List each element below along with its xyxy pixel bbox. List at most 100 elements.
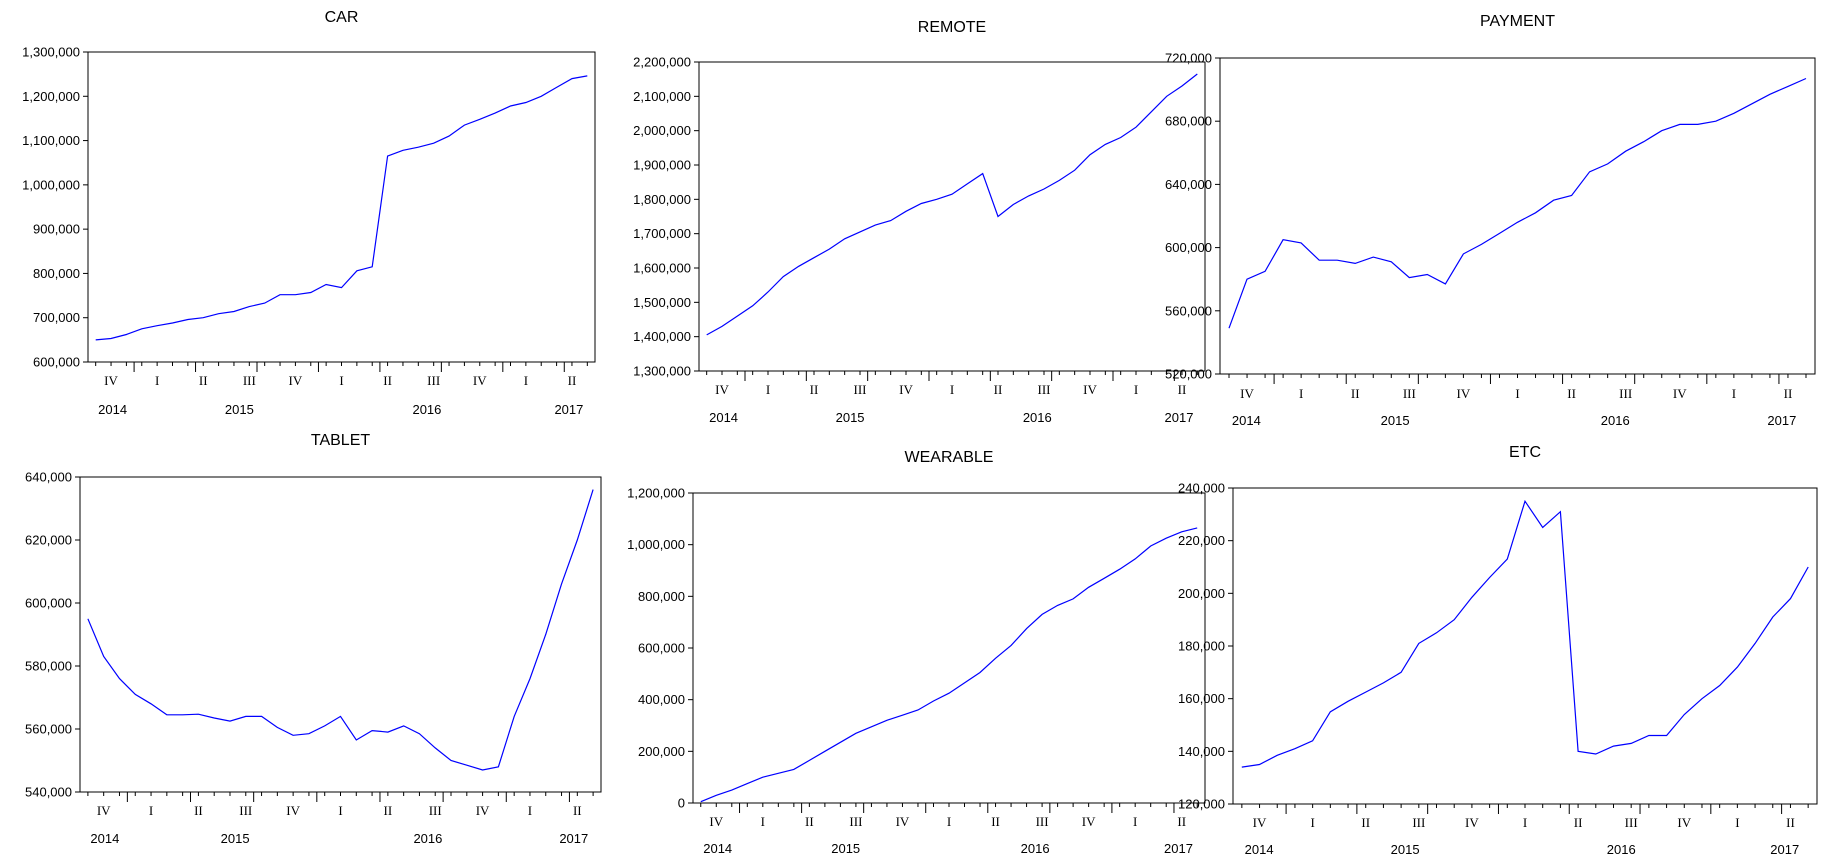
x-quarter-label: III [854,382,867,397]
chart-title: PAYMENT [1480,13,1555,30]
x-year-label: 2017 [1164,841,1193,856]
x-quarter-label: I [524,373,528,388]
x-quarter-label: III [1625,815,1638,830]
x-quarter-label: IV [1457,386,1471,401]
y-tick-label: 120,000 [1178,797,1225,812]
x-quarter-label: IV [289,373,303,388]
x-quarter-label: II [1351,386,1360,401]
y-tick-label: 2,000,000 [633,123,691,138]
x-year-label: 2015 [225,402,254,417]
y-tick-label: 200,000 [1178,586,1225,601]
plot-frame [79,476,602,793]
x-year-label: 2015 [831,841,860,856]
x-year-label: 2016 [1601,413,1630,428]
x-quarter-label: II [1786,815,1795,830]
chart-panel-etc: ETC 120,000 140,000 160,000 180,000 200,000 22… [1178,444,1818,857]
x-quarter-label: III [427,373,440,388]
series-line [1241,499,1809,768]
x-quarter-label: IV [1253,815,1267,830]
x-quarter-label: I [1134,382,1138,397]
y-tick-label: 1,000,000 [22,177,80,192]
x-quarter-label: IV [286,803,300,818]
x-year-label: 2016 [1607,842,1636,857]
y-tick-label: 680,000 [1165,114,1212,129]
y-tick-label: 800,000 [638,589,685,604]
x-quarter-label: II [568,373,577,388]
chart-panel-payment: PAYMENT 520,000 560,000 600,000 640,000 680,0… [1165,13,1816,428]
x-quarter-label: I [947,814,951,829]
y-tick-label: 640,000 [1165,177,1212,192]
x-quarter-label: I [155,373,159,388]
x-quarter-label: IV [709,814,723,829]
x-quarter-label: IV [715,382,729,397]
x-year-label: 2016 [413,831,442,846]
y-tick-label: 1,000,000 [627,537,685,552]
x-quarter-label: II [1361,815,1370,830]
x-quarter-label: III [429,803,442,818]
y-tick-label: 400,000 [638,692,685,707]
chart-title: TABLET [311,432,371,449]
y-tick-label: 1,200,000 [627,486,685,501]
plot-frame [1219,57,1816,375]
series-line [95,75,588,341]
chart-title: REMOTE [918,19,986,36]
x-quarter-label: I [528,803,532,818]
x-quarter-label: I [766,382,770,397]
y-tick-label: 2,200,000 [633,55,691,70]
plot-frame [87,51,596,363]
y-tick-label: 900,000 [33,222,80,237]
x-quarter-label: II [805,814,814,829]
series-line [1228,77,1807,329]
plot-frame [1232,487,1818,805]
chart-panel-wearable: WEARABLE 0 200,000 400,000 600,000 800,000 1,0… [627,449,1206,856]
x-quarter-label: IV [104,373,118,388]
y-tick-label: 600,000 [638,641,685,656]
x-year-label: 2016 [1023,410,1052,425]
x-quarter-label: II [384,803,393,818]
chart-panel-remote: REMOTE 1,300,000 1,400,000 1,500,000 1,600,0… [633,19,1206,425]
y-tick-label: 140,000 [1178,744,1225,759]
x-quarter-label: I [761,814,765,829]
chart-title: ETC [1509,444,1541,461]
y-tick-label: 160,000 [1178,691,1225,706]
x-quarter-label: IV [1082,814,1096,829]
x-quarter-label: II [810,382,819,397]
x-quarter-label: II [383,373,392,388]
x-year-label: 2015 [1391,842,1420,857]
x-quarter-label: IV [473,373,487,388]
x-quarter-label: IV [1673,386,1687,401]
x-quarter-label: I [338,803,342,818]
x-year-label: 2015 [221,831,250,846]
x-quarter-label: II [1567,386,1576,401]
y-tick-label: 700,000 [33,310,80,325]
x-year-label: 2014 [1245,842,1274,857]
x-quarter-label: II [1784,386,1793,401]
y-tick-label: 600,000 [33,355,80,370]
x-quarter-label: III [849,814,862,829]
x-year-label: 2017 [559,831,588,846]
x-quarter-label: II [1178,382,1187,397]
x-quarter-label: IV [97,803,111,818]
y-tick-label: 1,500,000 [633,295,691,310]
y-tick-label: 1,300,000 [22,45,80,60]
y-tick-label: 180,000 [1178,639,1225,654]
y-tick-label: 580,000 [25,659,72,674]
x-quarter-label: IV [1465,815,1479,830]
x-year-label: 2015 [1381,413,1410,428]
x-quarter-label: II [194,803,203,818]
x-year-label: 2014 [703,841,732,856]
y-tick-label: 1,800,000 [633,192,691,207]
y-tick-label: 540,000 [25,785,72,800]
y-tick-label: 520,000 [1165,367,1212,382]
x-year-label: 2017 [1165,410,1194,425]
x-quarter-label: I [1735,815,1739,830]
y-tick-label: 600,000 [25,596,72,611]
y-tick-label: 560,000 [25,722,72,737]
x-year-label: 2016 [1021,841,1050,856]
x-quarter-label: I [1133,814,1137,829]
chart-title: CAR [325,9,359,26]
series-line [700,527,1198,803]
x-quarter-label: III [1036,814,1049,829]
x-quarter-label: II [199,373,208,388]
